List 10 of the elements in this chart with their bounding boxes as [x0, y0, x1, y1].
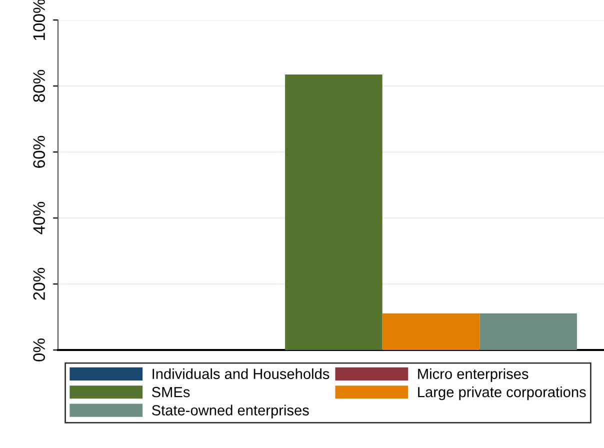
legend-label: State-owned enterprises [152, 404, 309, 418]
y-tick-label: 20% [33, 268, 45, 300]
y-tick-label: 40% [33, 202, 45, 234]
legend-label: SMEs [152, 386, 190, 398]
y-tick-label: 80% [33, 70, 45, 102]
legend-label: Individuals and Households [152, 368, 330, 380]
legend-label: Large private corporations [418, 386, 586, 400]
y-tick-label: 60% [33, 136, 45, 168]
y-tick-label: 0% [33, 338, 45, 362]
legend-label: Micro enterprises [418, 368, 528, 382]
